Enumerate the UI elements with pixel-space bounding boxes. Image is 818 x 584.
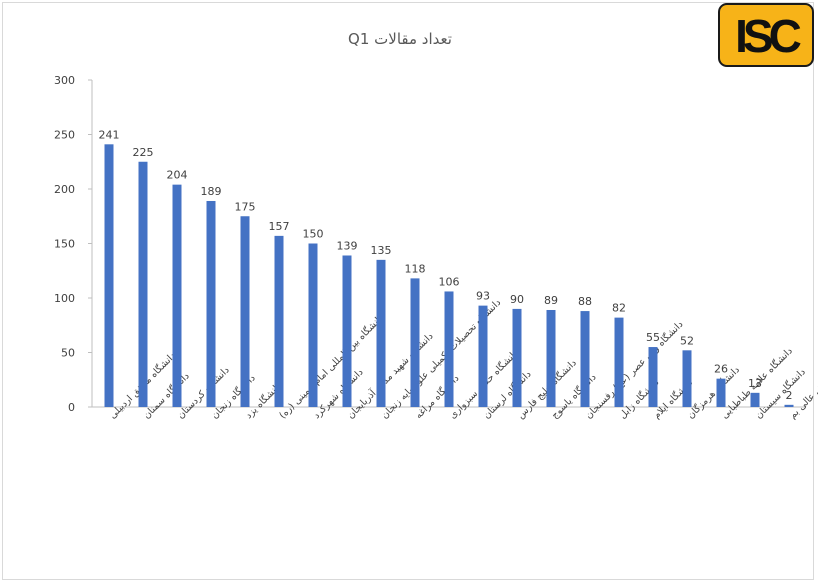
bar [444, 291, 454, 407]
isc-logo: ISC [718, 3, 814, 67]
data-label: 106 [439, 275, 460, 288]
bar [274, 235, 284, 407]
bar [648, 347, 658, 407]
bar [138, 161, 148, 407]
data-label: 241 [99, 128, 120, 141]
bar [784, 404, 794, 407]
y-tick-label: 250 [54, 129, 75, 142]
bar [478, 305, 488, 407]
y-tick-label: 300 [54, 74, 75, 87]
bar [682, 350, 692, 407]
y-tick-label: 100 [54, 292, 75, 305]
bar [206, 200, 216, 407]
data-label: 93 [476, 290, 490, 303]
data-label: 135 [371, 244, 392, 257]
data-label: 2 [786, 389, 793, 402]
chart-title: تعداد مقالات Q1 [348, 30, 452, 48]
data-label: 89 [544, 294, 558, 307]
y-tick-label: 150 [54, 238, 75, 251]
data-label: 88 [578, 295, 592, 308]
data-label: 90 [510, 293, 524, 306]
bar [308, 243, 318, 407]
data-label: 189 [201, 185, 222, 198]
data-label: 150 [303, 228, 324, 241]
bar [512, 308, 522, 407]
data-label: 204 [167, 169, 188, 182]
bar [750, 392, 760, 407]
data-label: 118 [405, 262, 426, 275]
data-label: 52 [680, 334, 694, 347]
bar [410, 278, 420, 407]
data-label: 225 [133, 146, 154, 159]
data-label: 139 [337, 239, 358, 252]
y-tick-label: 50 [61, 347, 75, 360]
y-tick-label: 200 [54, 183, 75, 196]
bar [546, 309, 556, 407]
bar [580, 311, 590, 407]
data-label: 55 [646, 331, 660, 344]
y-tick-label: 0 [68, 401, 75, 414]
data-label: 13 [748, 377, 762, 390]
bar [342, 255, 352, 407]
bar [614, 317, 624, 407]
bar [240, 216, 250, 407]
bar [716, 378, 726, 407]
data-label: 26 [714, 363, 728, 376]
bar [172, 184, 182, 407]
data-label: 82 [612, 302, 626, 315]
data-label: 175 [235, 200, 256, 213]
isc-logo-text: ISC [735, 10, 802, 62]
bar [104, 144, 114, 407]
data-label: 157 [269, 220, 290, 233]
bar [376, 259, 386, 407]
